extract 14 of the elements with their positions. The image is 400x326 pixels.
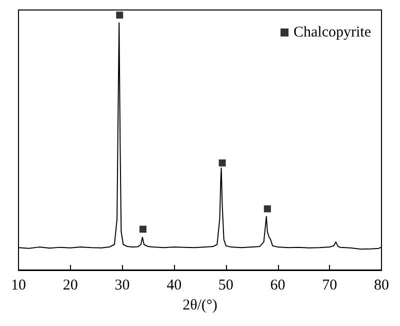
legend-label: Chalcopyrite [294, 24, 372, 40]
x-tick-label: 80 [374, 278, 389, 294]
x-tick-label: 70 [322, 278, 338, 294]
x-tick-label: 20 [62, 278, 78, 294]
x-tick-label: 60 [270, 278, 286, 294]
point [264, 205, 271, 212]
point [116, 12, 124, 19]
x-tick-label: 50 [218, 278, 234, 294]
x-tick-label: 40 [166, 278, 182, 294]
x-axis-title: 2θ/(°) [182, 298, 218, 314]
x-tick-label: 10 [11, 278, 26, 294]
x-tick-label: 30 [114, 278, 130, 294]
point [218, 159, 226, 166]
point [139, 226, 146, 233]
